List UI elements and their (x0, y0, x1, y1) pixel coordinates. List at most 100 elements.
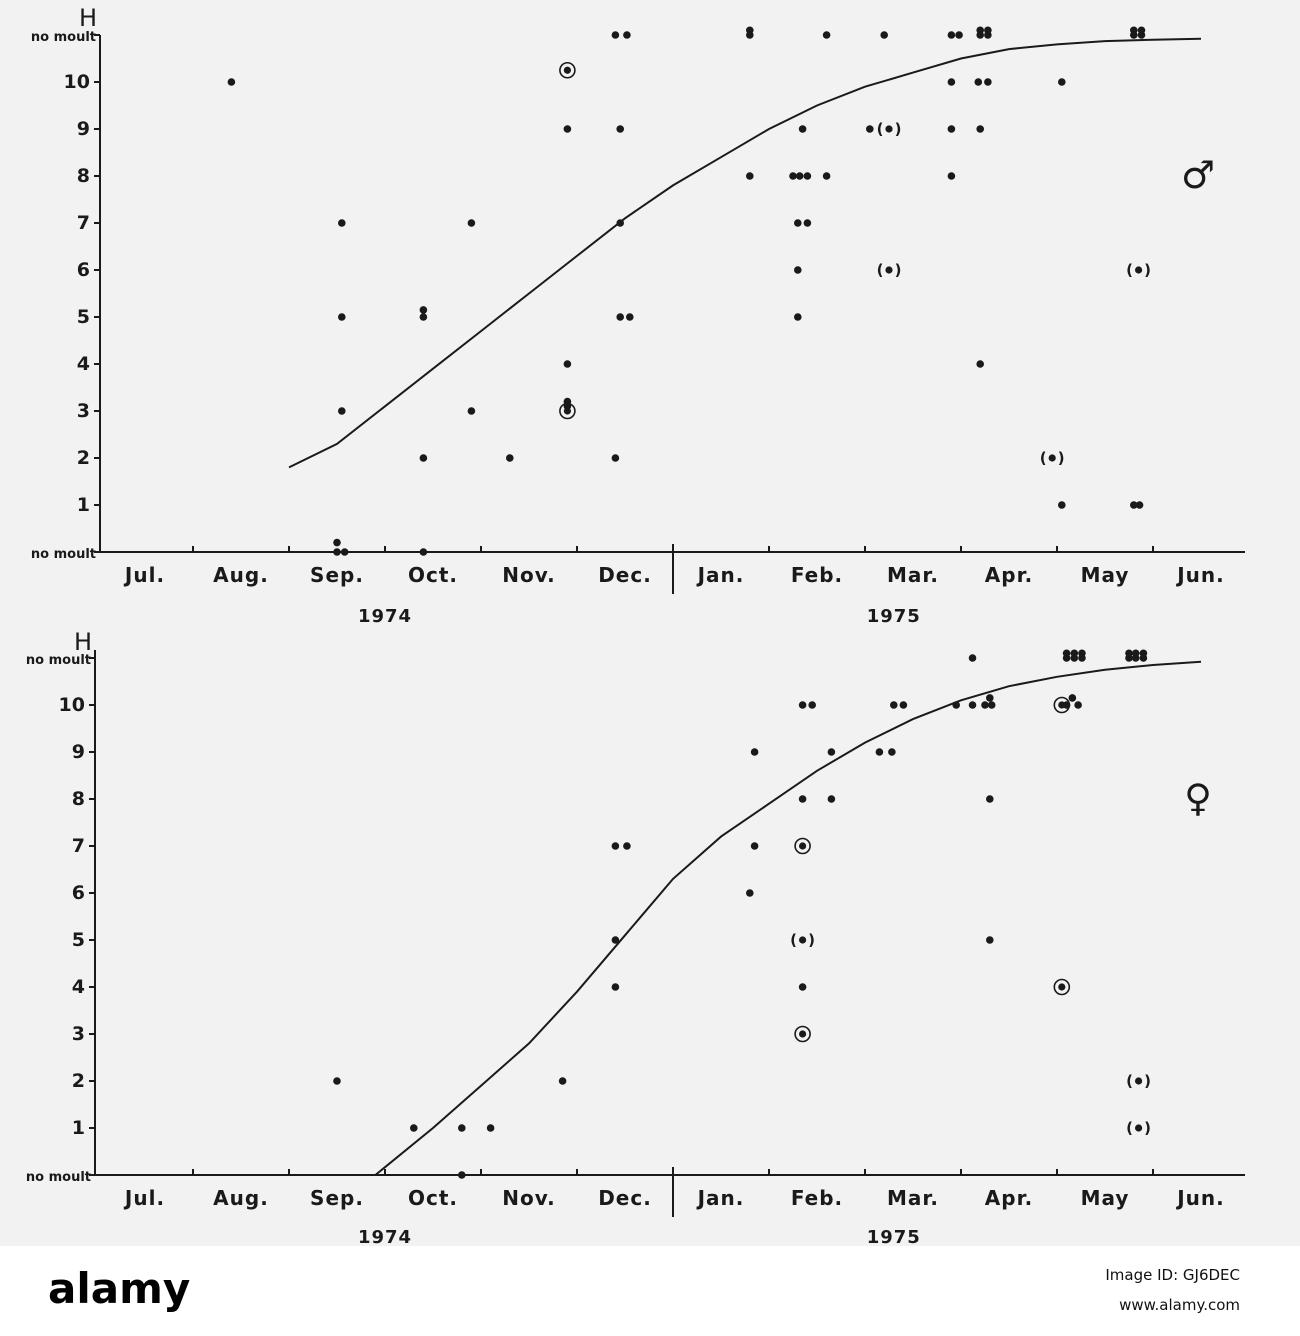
data-point (986, 936, 994, 944)
y-tick-label: 10 (64, 71, 90, 93)
data-point (986, 694, 994, 702)
data-point (1139, 649, 1148, 658)
data-point (987, 701, 996, 709)
y-tick-label: 3 (77, 400, 90, 422)
male-moult-panel: Hno moult 1 2 3 4 5 6 7 8 9 10 no moult Jul. Aug. Sep.… (31, 4, 1245, 627)
data-point (986, 795, 994, 803)
data-point (976, 360, 984, 368)
uncertain-point-bracket: ) (1144, 1072, 1151, 1090)
y-tick-label: 9 (72, 741, 85, 763)
data-point (976, 26, 984, 35)
data-point (333, 538, 341, 547)
data-point (981, 701, 989, 709)
data-point (1078, 649, 1086, 658)
data-point (458, 1171, 466, 1179)
uncertain-point-bracket: ) (1144, 261, 1151, 279)
month-label: Apr. (985, 563, 1033, 587)
y-tick-label: 4 (72, 976, 85, 998)
circled-point (1058, 983, 1066, 991)
site-url: www.alamy.com (1119, 1296, 1240, 1314)
circled-point (563, 66, 572, 74)
month-label: Jan. (696, 563, 745, 587)
data-point (866, 125, 874, 133)
y-tick-label: 4 (77, 353, 90, 375)
data-point (952, 701, 960, 709)
data-point (1130, 501, 1138, 509)
data-point (947, 125, 956, 133)
data-point (333, 1077, 341, 1085)
data-point (746, 172, 754, 180)
month-label: Sep. (310, 1186, 364, 1210)
data-point (746, 889, 754, 897)
data-point (899, 701, 908, 709)
data-point (419, 548, 428, 556)
data-point (794, 219, 802, 227)
data-point (623, 842, 631, 850)
data-point (798, 701, 807, 709)
data-point (968, 701, 977, 709)
data-point (506, 454, 514, 462)
data-point (611, 842, 620, 850)
female-symbol: ♀ (1184, 776, 1212, 820)
y-tick-label: no moult (26, 653, 91, 668)
data-point (616, 313, 624, 321)
uncertain-point (885, 125, 893, 133)
data-point (563, 360, 572, 368)
uncertain-point-bracket: ) (895, 261, 902, 279)
data-point (338, 407, 346, 415)
data-point (955, 31, 963, 39)
data-point (1058, 78, 1066, 86)
data-point (419, 454, 428, 462)
uncertain-point-bracket: ) (895, 120, 902, 138)
y-tick-label: 3 (72, 1023, 85, 1045)
month-label: Oct. (408, 563, 458, 587)
data-point (947, 172, 956, 180)
data-point (984, 78, 992, 86)
fitted-curve (288, 37, 1202, 469)
data-point (227, 78, 236, 86)
stock-footer: alamy Image ID: GJ6DEC www.alamy.com (0, 1246, 1300, 1336)
data-point (458, 1124, 466, 1132)
data-point (1068, 694, 1077, 702)
month-label: Sep. (310, 563, 364, 587)
data-point (1131, 649, 1140, 658)
y-axis-title: H (74, 628, 92, 656)
data-point (611, 31, 620, 39)
data-point (798, 795, 807, 803)
month-label: May (1081, 1186, 1130, 1210)
data-point (1125, 649, 1133, 658)
data-point (750, 748, 759, 756)
data-point (984, 26, 992, 35)
month-label: Dec. (598, 1186, 652, 1210)
uncertain-point (885, 266, 893, 274)
uncertain-point-bracket: ( (1040, 449, 1047, 467)
data-point (789, 172, 797, 180)
data-point (611, 936, 620, 944)
month-label: Oct. (408, 1186, 458, 1210)
male-symbol: ♂ (1181, 153, 1215, 197)
uncertain-point (1135, 1124, 1143, 1132)
month-label: Jun. (1175, 563, 1225, 587)
y-tick-label: 1 (77, 494, 90, 516)
uncertain-point-bracket: ( (790, 931, 797, 949)
uncertain-point-bracket: ( (1126, 1119, 1133, 1137)
uncertain-point-bracket: ) (1058, 449, 1065, 467)
data-point (1135, 501, 1144, 509)
uncertain-point (799, 936, 807, 944)
data-point (947, 31, 956, 39)
data-point (410, 1124, 418, 1132)
image-id-label: Image ID: GJ6DEC (1105, 1266, 1240, 1284)
data-point (808, 701, 816, 709)
month-label: Mar. (887, 563, 939, 587)
data-point (333, 548, 341, 556)
circled-point (1058, 701, 1066, 709)
data-point (340, 548, 349, 556)
data-point (794, 266, 802, 274)
data-point (467, 219, 476, 227)
y-tick-label: 7 (77, 212, 90, 234)
data-point (563, 125, 572, 133)
y-tick-label: 6 (72, 882, 85, 904)
circled-point-ring (559, 61, 576, 79)
y-tick-label: 1 (72, 1117, 85, 1139)
circled-point-ring (559, 402, 576, 420)
